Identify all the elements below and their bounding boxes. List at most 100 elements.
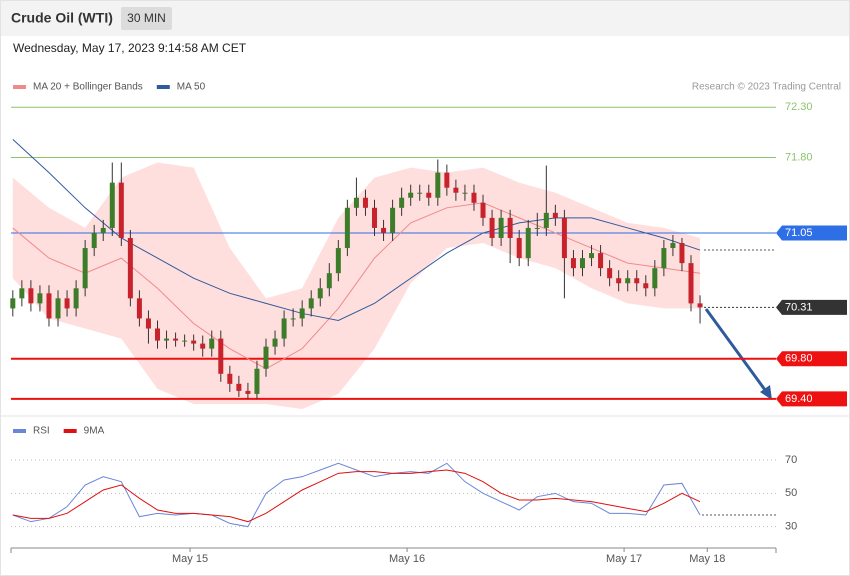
candle-body (353, 197, 359, 208)
level-label: 70.31 (785, 301, 813, 313)
candle-body (471, 192, 477, 203)
candle-body (390, 207, 396, 233)
candle-body (200, 343, 206, 349)
interval: 30 MIN (127, 11, 166, 25)
legend-label: MA 20 + Bollinger Bands (33, 82, 143, 93)
candle-body (55, 298, 61, 319)
candle-body (661, 248, 667, 269)
candle-body (498, 217, 504, 238)
level-label: 69.80 (785, 353, 813, 365)
candle-body (444, 172, 450, 188)
candle-body (182, 340, 188, 342)
candle-body (227, 373, 233, 384)
candle-body (525, 227, 531, 259)
candle-body (372, 207, 378, 228)
x-tick-label: May 18 (689, 553, 725, 565)
candle-body (91, 232, 97, 249)
x-tick-label: May 15 (172, 553, 208, 565)
candle-body (317, 288, 323, 299)
candle-body (118, 182, 124, 238)
candle-body (281, 318, 287, 339)
candle-body (218, 338, 224, 374)
candle-body (634, 278, 640, 284)
candle-body (290, 318, 296, 320)
candle-body (173, 338, 179, 341)
candle-body (399, 197, 405, 208)
candle-body (381, 227, 387, 233)
candle-body (28, 288, 34, 304)
legend-label: RSI (33, 426, 50, 437)
candle-body (136, 298, 142, 319)
legend-label: MA 50 (177, 82, 206, 93)
candle-body (254, 368, 260, 394)
candle-body (670, 243, 676, 249)
candle-body (534, 227, 540, 229)
candle-body (73, 288, 79, 309)
candle-body (19, 288, 25, 299)
forecast-arrow (704, 308, 770, 395)
candle-body (37, 293, 43, 304)
y-tick-label: 50 (785, 487, 797, 499)
candle-body (453, 187, 459, 193)
candle-body (688, 263, 694, 304)
candle-body (489, 217, 495, 238)
candle-body (426, 192, 432, 198)
level-label: 71.80 (785, 151, 813, 163)
candle-body (417, 192, 423, 194)
candle-body (652, 268, 658, 289)
candle-body (607, 268, 613, 279)
level-box (776, 351, 847, 367)
level-label: 72.30 (785, 101, 813, 113)
candle-body (543, 212, 549, 228)
candle-body (245, 390, 251, 394)
candle-body (435, 172, 441, 198)
candle-body (308, 298, 314, 309)
candle-body (579, 258, 585, 269)
candle-body (598, 253, 604, 269)
candle-body (408, 192, 414, 198)
candle-body (46, 293, 52, 319)
candle-body (64, 298, 70, 309)
candle-body (263, 346, 269, 369)
candle-body (362, 197, 368, 208)
candle-body (209, 338, 215, 349)
ma-line (12, 202, 701, 370)
ma-line (12, 139, 701, 321)
level-label: 71.05 (785, 227, 813, 239)
candle-body (100, 227, 106, 233)
candle-body (507, 217, 513, 238)
candle-body (480, 202, 486, 218)
x-tick-label: May 16 (389, 553, 425, 565)
x-tick-label: May 17 (606, 553, 642, 565)
credit: Research © 2023 Trading Central (692, 82, 841, 93)
candle-body (679, 243, 685, 264)
candle-body (109, 182, 115, 228)
indicator-line (12, 462, 701, 528)
candle-body (299, 308, 305, 319)
legend-swatch (156, 85, 170, 89)
candle-body (145, 318, 151, 329)
timestamp: Wednesday, May 17, 2023 9:14:58 AM CET (13, 41, 247, 55)
candle-body (616, 278, 622, 284)
candle-body (326, 273, 332, 289)
candle-body (697, 303, 703, 308)
title: Crude Oil (WTI) (11, 10, 113, 26)
candle-body (462, 192, 468, 194)
candle-body (516, 237, 522, 259)
candle-body (82, 248, 88, 289)
level-box (776, 225, 847, 241)
candle-body (625, 278, 631, 284)
candle-body (552, 212, 558, 218)
level-label: 69.40 (785, 393, 813, 405)
level-box (776, 391, 847, 407)
legend-swatch (63, 429, 77, 433)
legend-swatch (13, 429, 26, 433)
level-box (776, 299, 847, 315)
candle-body (344, 207, 350, 249)
candle-body (127, 237, 133, 299)
legend-swatch (13, 85, 26, 89)
legend-label: 9MA (84, 426, 105, 437)
y-tick-label: 30 (785, 521, 797, 533)
candle-body (164, 338, 170, 341)
